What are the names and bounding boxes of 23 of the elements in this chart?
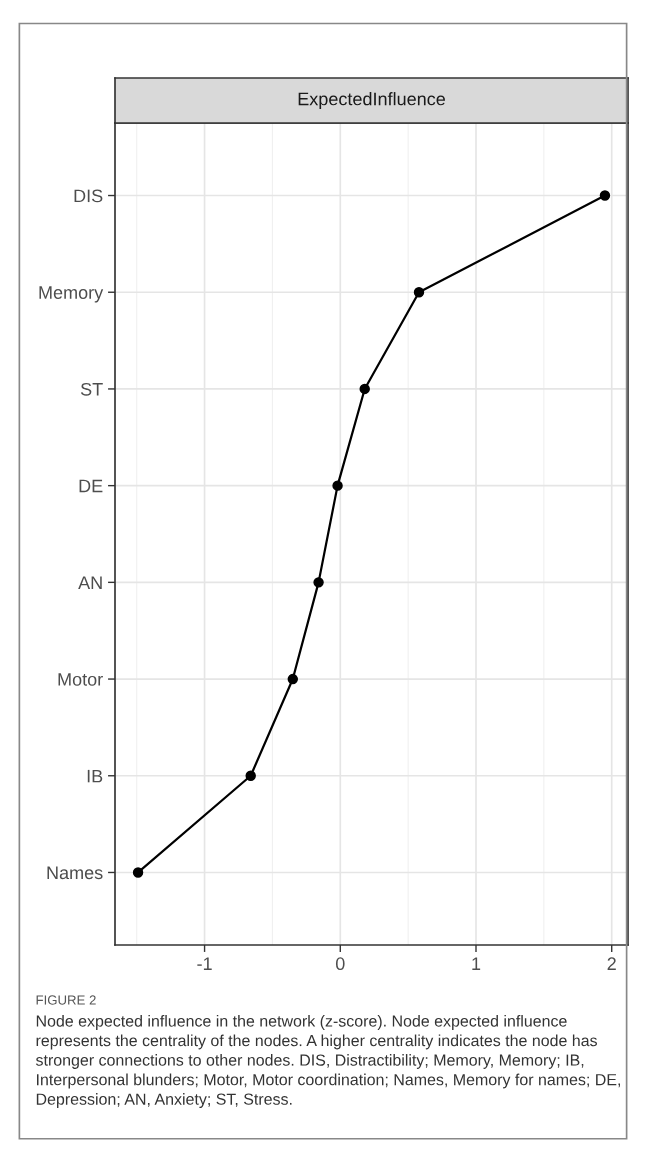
point xyxy=(132,867,144,878)
x-tick-label: 2 xyxy=(607,957,616,970)
y-tick-label: Memory xyxy=(39,286,104,303)
chart-title: ExpectedInfluence xyxy=(298,92,445,109)
caption: FIGURE 2 xyxy=(36,995,96,1005)
y-tick-label: DIS xyxy=(74,189,103,203)
y-tick-label: Names xyxy=(47,866,103,880)
x-tick-label: 1 xyxy=(472,957,481,970)
y-tick-label: DE xyxy=(79,479,103,493)
y-tick-label: ST xyxy=(80,382,103,396)
point xyxy=(332,480,343,491)
y-tick-label: AN xyxy=(78,576,102,589)
y-tick-label: IB xyxy=(87,769,103,783)
text: Node expected influence in the network (z-score). Node expected influence represents the centrality of the nodes. A higher centrality indicates the node has stronger connections to other nodes. DIS, Distractibility; Memory, Memory; IB, Interpersonal blunders; Motor, Motor coordination; Names, Memory for names; DE, Depression; AN, Anxiety; ST, Stress. xyxy=(35,1015,620,1108)
point xyxy=(287,673,298,685)
x-tick-label: -1 xyxy=(197,957,212,970)
point xyxy=(359,383,370,395)
point xyxy=(313,577,324,588)
x-tick-label: 0 xyxy=(335,957,345,971)
point xyxy=(245,770,256,781)
point xyxy=(413,287,425,298)
point xyxy=(599,190,611,201)
y-tick-label: Motor xyxy=(58,673,103,686)
